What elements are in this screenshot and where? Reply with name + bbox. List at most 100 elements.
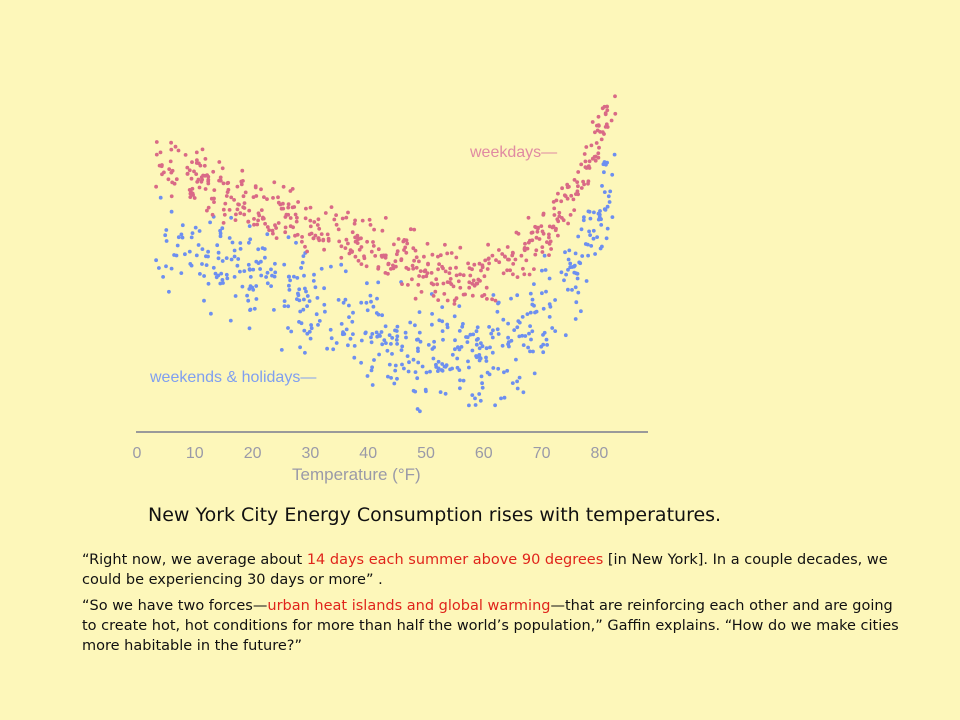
scatter-point <box>448 277 453 281</box>
scatter-point <box>542 330 547 335</box>
scatter-point <box>541 231 546 236</box>
scatter-point <box>473 396 477 401</box>
scatter-point <box>382 338 387 342</box>
scatter-point <box>448 367 452 372</box>
scatter-point <box>234 212 238 217</box>
scatter-point <box>175 243 180 248</box>
scatter-point <box>600 184 604 188</box>
scatter-point <box>211 169 216 174</box>
scatter-point <box>556 233 560 238</box>
scatter-point <box>380 313 384 318</box>
scatter-point <box>173 144 178 149</box>
scatter-point <box>486 257 491 261</box>
scatter-point <box>299 266 304 270</box>
scatter-point <box>339 262 344 267</box>
scatter-point <box>205 208 209 213</box>
scatter-point <box>386 262 391 267</box>
scatter-point <box>605 226 610 231</box>
scatter-point <box>376 247 381 252</box>
scatter-point <box>253 184 258 189</box>
scatter-point <box>597 215 602 220</box>
scatter-point <box>317 226 322 231</box>
scatter-point <box>603 125 608 129</box>
scatter-point <box>552 213 557 217</box>
scatter-point <box>197 229 202 233</box>
scatter-point <box>410 277 414 282</box>
scatter-point <box>379 330 384 334</box>
scatter-point <box>169 194 174 199</box>
scatter-point <box>259 208 264 213</box>
scatter-point <box>572 178 577 182</box>
scatter-point <box>458 272 462 277</box>
scatter-point <box>170 168 175 173</box>
scatter-point <box>353 218 357 223</box>
scatter-point <box>513 257 518 262</box>
scatter-point <box>442 292 447 296</box>
scatter-point <box>238 247 243 251</box>
scatter-point <box>247 240 251 245</box>
scatter-point <box>271 231 275 236</box>
scatter-point <box>434 362 438 367</box>
scatter-point <box>403 330 408 335</box>
scatter-point <box>236 257 241 261</box>
x-tick-label: 70 <box>533 445 551 462</box>
scatter-point <box>442 364 447 369</box>
scatter-point <box>273 261 277 266</box>
scatter-point <box>257 213 262 218</box>
scatter-point <box>308 218 313 223</box>
x-axis-label: Temperature (°F) <box>292 465 421 484</box>
scatter-point <box>522 248 527 253</box>
scatter-point <box>474 342 479 347</box>
scatter-point <box>530 329 535 334</box>
scatter-point <box>413 248 418 253</box>
x-tick-label: 40 <box>359 445 377 462</box>
scatter-point <box>559 199 564 204</box>
scatter-point <box>477 261 482 266</box>
scatter-point <box>263 255 267 260</box>
scatter-point <box>296 200 300 204</box>
scatter-point <box>353 254 358 259</box>
scatter-point <box>246 262 251 267</box>
scatter-point <box>359 360 363 365</box>
scatter-point <box>593 130 597 135</box>
scatter-point <box>279 348 284 352</box>
scatter-point <box>247 224 252 229</box>
scatter-point <box>340 216 345 221</box>
scatter-point <box>496 332 501 336</box>
scatter-point <box>352 344 357 348</box>
scatter-point <box>416 360 421 365</box>
scatter-point <box>477 346 482 351</box>
scatter-point <box>302 273 306 278</box>
scatter-point <box>343 297 348 302</box>
scatter-point <box>445 325 450 330</box>
scatter-point <box>230 240 235 245</box>
scatter-point <box>393 259 398 264</box>
scatter-point <box>565 196 570 201</box>
scatter-point <box>593 154 598 159</box>
scatter-point <box>258 267 262 271</box>
scatter-point <box>164 239 169 243</box>
scatter-point <box>210 212 215 217</box>
scatter-point <box>220 226 225 231</box>
scatter-point <box>502 370 506 375</box>
scatter-point <box>300 239 304 244</box>
scatter-point <box>192 169 196 174</box>
scatter-point <box>311 236 316 241</box>
quote-2-text-c: —that are reinforcing each other and are… <box>82 598 899 654</box>
scatter-point <box>582 215 586 220</box>
scatter-point <box>400 282 404 286</box>
scatter-point <box>468 332 473 337</box>
scatter-point <box>580 254 585 258</box>
scatter-point <box>317 238 322 243</box>
scatter-point <box>526 345 530 350</box>
scatter-point <box>404 250 409 255</box>
scatter-point <box>610 215 615 220</box>
scatter-point <box>568 213 573 217</box>
scatter-point <box>477 392 482 396</box>
scatter-point <box>371 244 376 248</box>
scatter-point <box>376 280 381 285</box>
scatter-point <box>428 369 432 374</box>
scatter-point <box>610 172 615 177</box>
legend-weekdays: weekdays— <box>469 144 557 161</box>
scatter-point <box>347 303 351 308</box>
